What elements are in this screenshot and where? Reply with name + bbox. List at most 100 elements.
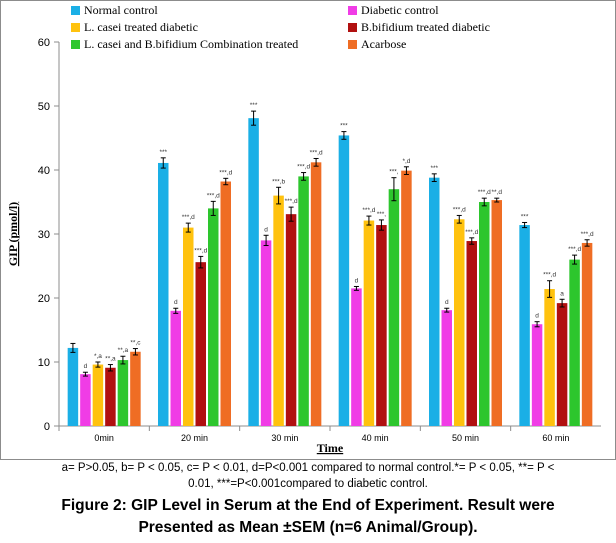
bar xyxy=(285,214,297,426)
significance-label: ***,d xyxy=(207,192,220,199)
legend-swatch xyxy=(71,23,80,32)
significance-label: *,a xyxy=(94,353,102,360)
significance-label: ***,d xyxy=(478,189,491,196)
bar xyxy=(454,219,465,426)
legend-swatch xyxy=(348,40,357,49)
significance-label: ***,d xyxy=(182,214,195,221)
significance-label: *** xyxy=(250,102,258,109)
bar xyxy=(273,195,284,426)
y-axis-title: GIP (pmol/l) xyxy=(6,202,20,266)
y-tick-label: 20 xyxy=(38,293,50,305)
bar xyxy=(376,225,387,426)
bar xyxy=(569,259,580,426)
significance-label: d xyxy=(445,299,449,306)
footnote-line-2: 0.01, ***=P<0.001compared to diabetic co… xyxy=(188,478,428,490)
y-tick-label: 50 xyxy=(38,101,50,113)
significance-label: ***,d xyxy=(465,229,478,236)
significance-label: d xyxy=(355,277,359,284)
legend-label: Acarbose xyxy=(361,37,406,51)
bar xyxy=(105,367,116,426)
significance-label: d xyxy=(174,299,178,306)
chart-frame: 0 10 20 30 40 50 60 0min d *,a **,a **,a **,c 20 min *… xyxy=(0,0,616,460)
x-tick-label: 20 min xyxy=(181,433,208,443)
x-tick-label: 40 min xyxy=(362,433,389,443)
bar xyxy=(479,202,490,426)
y-tick-label: 30 xyxy=(38,229,50,241)
significance-label: ***,d xyxy=(310,149,323,156)
significance-label: *,d xyxy=(402,158,410,165)
bar xyxy=(208,208,219,426)
bar xyxy=(195,262,206,426)
bar xyxy=(429,177,440,426)
significance-label: d xyxy=(535,313,539,320)
bar xyxy=(298,176,309,426)
significance-label: *** xyxy=(430,165,438,172)
y-tick-label: 10 xyxy=(38,357,50,369)
x-tick-label: 50 min xyxy=(452,433,479,443)
legend-swatch xyxy=(348,23,357,32)
footnote-line-1: a= P>0.05, b= P < 0.05, c= P < 0.01, d=P… xyxy=(61,462,555,474)
significance-label: d xyxy=(84,363,88,370)
x-tick-label: 30 min xyxy=(271,433,298,443)
significance-label: **,d xyxy=(492,189,503,196)
x-axis-title: Time xyxy=(317,441,344,455)
significance-label: ***,d xyxy=(219,169,232,176)
bar xyxy=(260,240,272,426)
x-tick-label: 60 min xyxy=(542,433,569,443)
significance-label: ***,d xyxy=(453,206,466,213)
bar xyxy=(158,162,169,426)
figure-caption-line-1: Figure 2: GIP Level in Serum at the End … xyxy=(61,497,555,514)
bar xyxy=(67,347,79,426)
significance-label: *** xyxy=(159,149,167,156)
significance-label: ***, xyxy=(389,169,399,176)
legend-label: Normal control xyxy=(84,3,158,17)
bar xyxy=(401,170,412,426)
bar xyxy=(466,241,477,426)
bar xyxy=(117,360,129,426)
legend-label: Diabetic control xyxy=(361,3,439,17)
significance-label: a xyxy=(560,290,564,297)
significance-label: ***,d xyxy=(194,247,207,254)
significance-label: **,a xyxy=(105,356,116,363)
bar xyxy=(441,310,452,426)
significance-label: ***,d xyxy=(285,198,298,205)
bar xyxy=(92,364,104,426)
bar xyxy=(310,162,322,426)
bar xyxy=(556,303,568,426)
significance-label: **,c xyxy=(130,340,141,347)
significance-label: ***,d xyxy=(568,246,581,253)
legend-label: B.bifidium treated diabetic xyxy=(361,20,490,34)
bar xyxy=(338,135,350,426)
bar xyxy=(363,220,375,426)
bar xyxy=(388,189,400,426)
significance-label: ***,d xyxy=(362,207,375,214)
y-tick-label: 40 xyxy=(38,165,50,177)
significance-label: ***,d xyxy=(581,231,594,238)
x-tick-label: 0min xyxy=(94,433,114,443)
legend-label: L. casei treated diabetic xyxy=(84,20,198,34)
significance-label: ***,b xyxy=(272,178,285,185)
significance-label: d xyxy=(264,226,268,233)
y-tick-label: 60 xyxy=(38,37,50,49)
legend-label: L. casei and B.bifidium Combination trea… xyxy=(84,37,298,51)
bar xyxy=(248,118,259,426)
legend-swatch xyxy=(348,6,357,15)
bar xyxy=(130,351,141,426)
significance-label: **,a xyxy=(118,347,129,354)
significance-label: *** xyxy=(521,213,529,220)
significance-label: *** xyxy=(340,123,348,130)
significance-label: ***,d xyxy=(297,164,310,171)
bar xyxy=(183,227,194,426)
legend-swatch xyxy=(71,6,80,15)
legend-swatch xyxy=(71,40,80,49)
bar xyxy=(519,225,530,426)
significance-label: ***, xyxy=(377,211,387,218)
bar xyxy=(170,310,181,426)
bar xyxy=(491,200,502,426)
bar xyxy=(544,289,555,426)
figure-caption-line-2: Presented as Mean ±SEM (n=6 Animal/Group… xyxy=(138,519,478,536)
bar xyxy=(351,288,362,426)
bar xyxy=(581,242,593,426)
bar xyxy=(531,324,543,426)
